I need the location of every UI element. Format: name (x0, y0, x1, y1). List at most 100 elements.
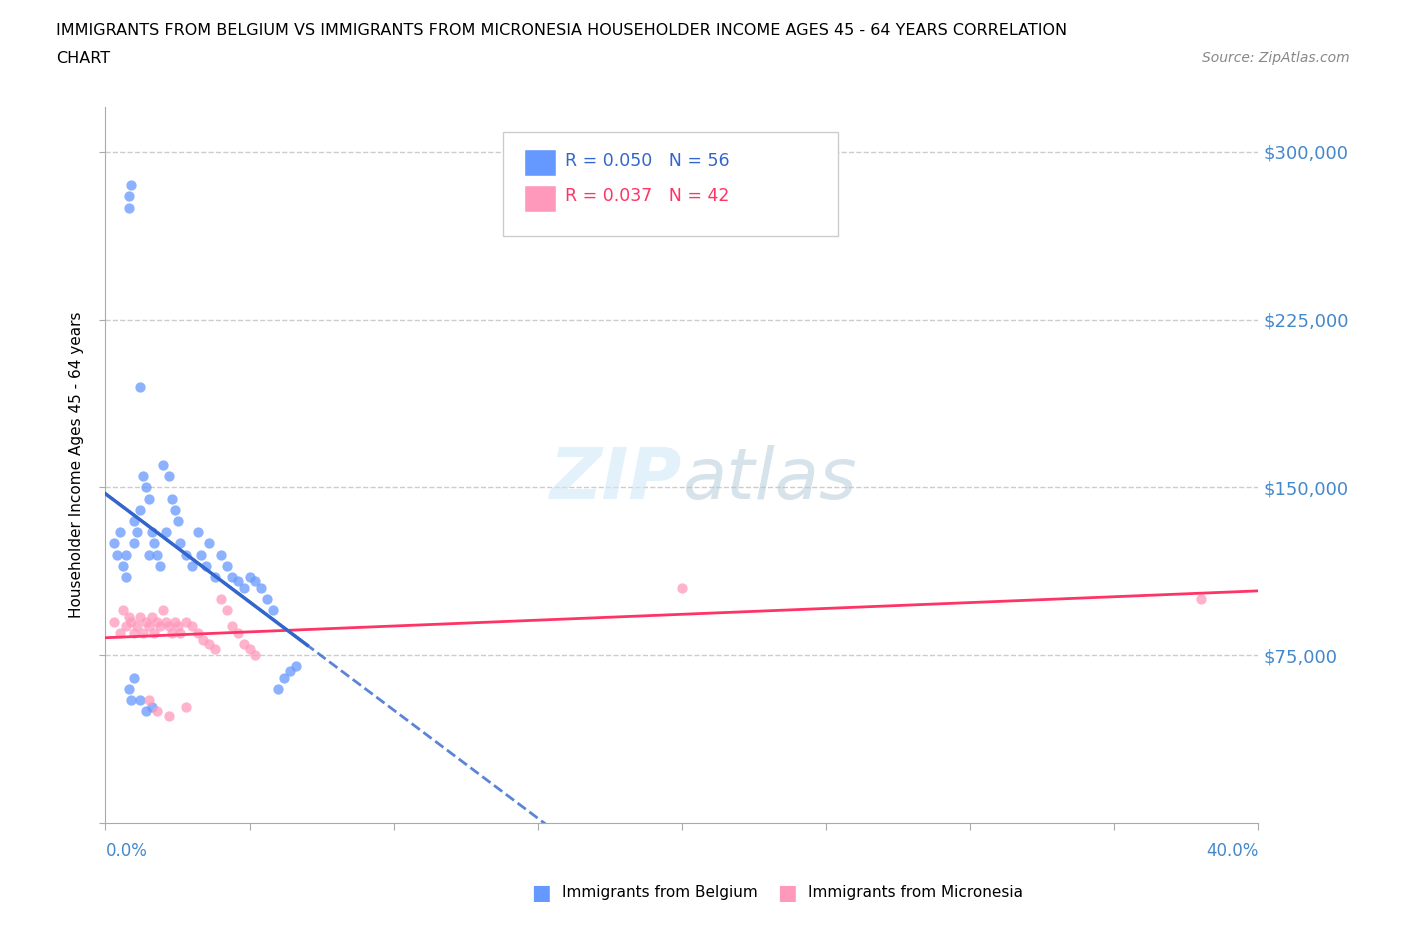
Point (120, 178, 142, 193)
Point (146, 614, 169, 629)
Point (155, 614, 177, 629)
Point (232, 580, 254, 595)
Point (209, 547, 232, 562)
Point (198, 536, 221, 551)
Point (204, 569, 226, 584)
Point (129, 379, 152, 394)
Point (111, 558, 134, 573)
Point (114, 547, 136, 562)
Point (124, 625, 146, 640)
Point (143, 536, 166, 551)
Point (180, 618, 204, 633)
Point (124, 513, 146, 528)
Point (187, 625, 209, 640)
Point (152, 458, 174, 472)
Text: CHART: CHART (56, 51, 110, 66)
Text: Source: ZipAtlas.com: Source: ZipAtlas.com (1202, 51, 1350, 65)
Point (232, 637, 254, 652)
Point (127, 618, 149, 633)
Point (141, 699, 163, 714)
FancyBboxPatch shape (503, 132, 838, 236)
Point (169, 536, 191, 551)
Text: ■: ■ (531, 883, 551, 903)
Point (138, 618, 160, 633)
Point (138, 693, 160, 708)
Point (245, 574, 267, 589)
Point (273, 671, 295, 685)
Point (117, 682, 139, 697)
Point (155, 525, 177, 539)
Point (120, 614, 142, 629)
Text: R = 0.050   N = 56: R = 0.050 N = 56 (565, 152, 730, 169)
Point (146, 704, 169, 719)
Point (149, 618, 172, 633)
Point (166, 618, 188, 633)
Point (226, 574, 249, 589)
Point (267, 682, 290, 697)
Text: R = 0.037   N = 42: R = 0.037 N = 42 (565, 188, 730, 206)
Point (160, 625, 183, 640)
Point (245, 648, 267, 663)
Point (174, 699, 197, 714)
Text: atlas: atlas (682, 445, 856, 513)
Point (174, 614, 197, 629)
Point (278, 663, 301, 678)
Point (166, 513, 188, 528)
Point (135, 480, 157, 495)
Text: 40.0%: 40.0% (1206, 842, 1258, 859)
Point (221, 618, 243, 633)
Point (117, 189, 139, 204)
Point (193, 632, 215, 647)
Point (239, 641, 262, 656)
Text: IMMIGRANTS FROM BELGIUM VS IMMIGRANTS FROM MICRONESIA HOUSEHOLDER INCOME AGES 45: IMMIGRANTS FROM BELGIUM VS IMMIGRANTS FR… (56, 23, 1067, 38)
Point (160, 491, 183, 506)
Point (132, 625, 155, 640)
Point (215, 603, 238, 618)
Point (108, 625, 131, 640)
Point (129, 610, 152, 625)
Point (124, 671, 146, 685)
Point (120, 693, 142, 708)
Point (209, 591, 232, 606)
Point (195, 558, 218, 573)
Point (111, 603, 134, 618)
Point (157, 709, 180, 724)
Point (129, 502, 152, 517)
Point (141, 610, 163, 625)
Point (138, 547, 160, 562)
Point (135, 704, 157, 719)
Y-axis label: Householder Income Ages 45 - 64 years: Householder Income Ages 45 - 64 years (69, 312, 84, 618)
Text: 0.0%: 0.0% (105, 842, 148, 859)
Point (671, 580, 693, 595)
Point (143, 625, 166, 640)
Point (163, 502, 186, 517)
Text: ■: ■ (778, 883, 797, 903)
Point (152, 603, 174, 618)
Point (117, 610, 139, 625)
Point (221, 569, 243, 584)
Point (117, 200, 139, 215)
Text: Immigrants from Belgium: Immigrants from Belgium (562, 885, 758, 900)
Point (215, 558, 238, 573)
Point (204, 641, 226, 656)
Point (198, 637, 221, 652)
Text: Immigrants from Micronesia: Immigrants from Micronesia (808, 885, 1024, 900)
Point (141, 525, 163, 539)
Point (114, 618, 136, 633)
Point (146, 547, 169, 562)
Point (157, 469, 180, 484)
Point (187, 525, 209, 539)
Point (114, 569, 136, 584)
FancyBboxPatch shape (524, 149, 557, 177)
Point (103, 614, 125, 629)
Point (129, 693, 152, 708)
Point (284, 659, 307, 674)
Point (124, 536, 146, 551)
Point (262, 603, 284, 618)
Point (163, 614, 186, 629)
Point (256, 591, 278, 606)
Point (250, 580, 273, 595)
Point (105, 547, 128, 562)
Text: ZIP: ZIP (550, 445, 682, 513)
Point (174, 547, 197, 562)
